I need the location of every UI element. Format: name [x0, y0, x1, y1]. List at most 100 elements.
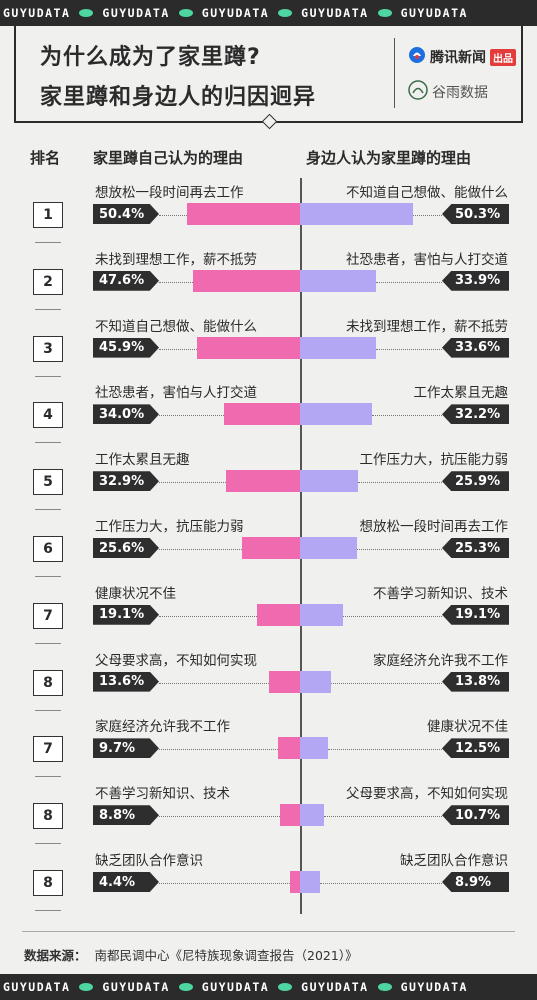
title-line-1: 为什么成为了家里蹲?: [40, 45, 261, 70]
right-value-label: 10.7%: [442, 805, 509, 826]
header-others-reasons: 身边人认为家里蹲的理由: [306, 149, 472, 167]
left-dotted-leader: [159, 549, 243, 550]
ticker-word: GUYUDATA: [102, 980, 170, 994]
left-reason-label: 父母要求高，不知如何实现: [95, 652, 257, 669]
chart-row: 3 不知道自己想做、能做什么 未找到理想工作，薪不抵劳 45.9% 33.6%: [0, 312, 537, 378]
left-bar: [192, 269, 300, 292]
right-value-label: 33.6%: [442, 337, 509, 358]
right-bar: [300, 269, 377, 292]
right-reason-label: 不知道自己想做、能做什么: [346, 185, 508, 201]
rank-badge: 2: [33, 268, 63, 295]
left-bar: [186, 203, 300, 225]
left-reason-label: 社恐患者，害怕与人打交道: [95, 385, 257, 402]
left-dotted-leader: [159, 281, 193, 283]
left-value-label: 25.6%: [93, 538, 159, 558]
left-bar: [290, 871, 300, 893]
right-value-label: 19.1%: [442, 604, 509, 625]
right-dotted-leader: [375, 348, 442, 350]
right-value-label: 12.5%: [442, 738, 509, 759]
right-bar: [300, 737, 329, 760]
ticker-dot-icon: [178, 983, 193, 991]
right-value-label: 13.8%: [442, 671, 509, 692]
ticker-word: GUYUDATA: [301, 980, 369, 994]
left-reason-label: 家庭经济允许我不工作: [95, 719, 230, 736]
right-bar: [300, 336, 376, 359]
right-bar: [300, 603, 343, 626]
left-value-label: 9.7%: [93, 738, 159, 759]
rank-separator: [35, 576, 61, 577]
left-reason-label: 不善学习新知识、技术: [95, 786, 230, 803]
left-dotted-leader: [159, 682, 270, 684]
right-value-label: 50.3%: [442, 204, 509, 224]
right-dotted-leader: [356, 549, 442, 550]
right-value-label: 25.3%: [442, 538, 509, 558]
left-dotted-leader: [159, 615, 258, 617]
ticker-word: GUYUDATA: [201, 980, 270, 994]
rank-badge: 8: [33, 669, 63, 696]
rank-separator: [35, 375, 61, 377]
left-dotted-leader: [159, 749, 279, 751]
left-value-label: 47.6%: [93, 270, 159, 291]
header-rank: 排名: [30, 149, 61, 167]
rank-separator: [35, 709, 61, 711]
guyu-logo-icon: [408, 80, 428, 104]
rank-separator: [35, 442, 61, 444]
left-bar: [242, 537, 300, 559]
rank-badge: 8: [33, 870, 63, 896]
chart-row: 5 工作太累且无趣 工作压力大，抗压能力弱 32.9% 25.9%: [0, 445, 537, 511]
left-bar: [223, 403, 300, 426]
rank-badge: 7: [33, 736, 63, 763]
right-dotted-leader: [358, 482, 442, 484]
right-bar: [300, 470, 359, 493]
left-dotted-leader: [159, 415, 224, 417]
left-value-label: 45.9%: [93, 337, 159, 358]
rank-separator: [35, 910, 61, 911]
left-reason-label: 缺乏团队合作意识: [95, 853, 203, 869]
chart-row: 4 社恐患者，害怕与人打交道 工作太累且无趣 34.0% 32.2%: [0, 378, 537, 444]
right-reason-label: 父母要求高，不知如何实现: [346, 786, 508, 803]
ticker-word: GUYUDATA: [400, 6, 468, 20]
tencent-news-text: 腾讯新闻: [430, 50, 486, 66]
bottom-ticker: GUYUDATA GUYUDATA GUYUDATA GUYUDATA GUYUDATA: [0, 974, 537, 1000]
tencent-news-logo-icon: [408, 46, 426, 68]
footer-divider: [22, 931, 515, 932]
rank-separator: [35, 843, 61, 845]
right-reason-label: 健康状况不佳: [427, 719, 508, 736]
rank-badge: 6: [33, 536, 63, 562]
left-dotted-leader: [159, 215, 187, 216]
rank-badge: 7: [33, 602, 63, 629]
source-text: 南都民调中心《尼特族现象调查报告（2021）》: [94, 948, 358, 963]
left-reason-label: 未找到理想工作，薪不抵劳: [95, 251, 257, 268]
right-bar: [300, 537, 357, 559]
rank-separator: [35, 308, 61, 310]
guyu-data-brand: 谷雨数据: [408, 80, 488, 104]
ticker-dot-icon: [178, 9, 193, 17]
ticker-dot-icon: [278, 9, 293, 17]
top-ticker: GUYUDATA GUYUDATA GUYUDATA GUYUDATA GUYUDATA: [0, 0, 537, 26]
left-value-label: 4.4%: [93, 872, 159, 892]
right-bar: [300, 871, 321, 893]
chart-row: 8 缺乏团队合作意识 缺乏团队合作意识 4.4% 8.9%: [0, 846, 537, 912]
guyu-data-text: 谷雨数据: [432, 85, 488, 101]
left-reason-label: 不知道自己想做、能做什么: [95, 318, 257, 335]
right-bar: [300, 403, 373, 426]
right-dotted-leader: [320, 883, 442, 884]
left-value-label: 8.8%: [93, 805, 159, 826]
produced-badge: 出品: [490, 48, 516, 66]
rank-separator: [35, 242, 61, 243]
right-reason-label: 缺乏团队合作意识: [400, 853, 508, 869]
right-reason-label: 想放松一段时间再去工作: [359, 519, 509, 535]
chart-row: 7 家庭经济允许我不工作 健康状况不佳 9.7% 12.5%: [0, 712, 537, 778]
left-reason-label: 工作压力大，抗压能力弱: [95, 519, 244, 535]
right-value-label: 32.2%: [442, 404, 509, 425]
ticker-dot-icon: [79, 9, 94, 17]
title-divider: [394, 38, 395, 108]
ticker-dot-icon: [278, 983, 293, 991]
ticker-dot-icon: [377, 983, 392, 991]
left-dotted-leader: [159, 883, 291, 884]
left-bar: [225, 470, 300, 493]
right-reason-label: 工作压力大，抗压能力弱: [359, 452, 509, 469]
right-reason-label: 家庭经济允许我不工作: [373, 652, 508, 669]
right-dotted-leader: [372, 415, 442, 417]
chart-row: 6 工作压力大，抗压能力弱 想放松一段时间再去工作 25.6% 25.3%: [0, 512, 537, 578]
